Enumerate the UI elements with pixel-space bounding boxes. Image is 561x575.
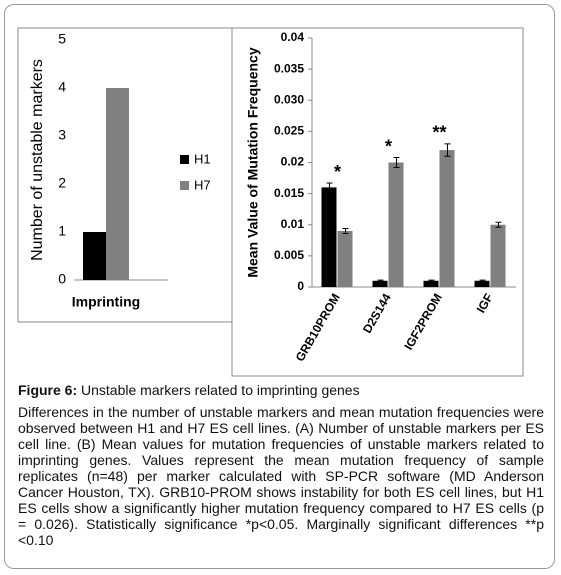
y-tick-label: 0.030 [274,92,304,106]
bar [337,230,353,287]
y-tick-label: 0.02 [281,155,305,169]
y-tick-label: 3 [58,127,66,143]
y-tick-label: 0.035 [274,61,304,75]
legend-label: H7 [194,177,211,192]
bar [388,162,404,287]
y-tick-label: 2 [58,175,66,191]
error-bar [479,279,486,282]
y-tick-label: 0 [58,271,66,287]
y-tick-label: 0.01 [281,217,305,231]
bar [372,280,388,287]
annotation: ** [432,123,446,143]
bar [423,280,439,287]
y-tick-label: 0.015 [274,186,304,200]
bar [83,232,106,280]
error-bar [342,227,349,234]
y-axis-label: Number of unstable markers [29,59,46,261]
caption-label: Figure 6: [18,382,78,398]
error-bar [444,143,451,157]
error-bar [393,157,400,168]
error-bar [326,182,333,193]
panel-b [231,27,524,377]
bar [490,224,506,287]
y-tick-label: 4 [58,79,66,95]
legend-swatch [180,181,189,190]
y-tick-label: 0.04 [281,30,305,44]
bar [321,187,337,287]
x-tick-label: Imprinting [72,294,140,310]
error-bar [495,221,502,228]
y-tick-label: 0 [297,279,304,293]
bar [106,88,129,280]
y-tick-label: 1 [58,223,66,239]
error-bar [428,279,435,282]
figure-frame [4,4,555,569]
legend-swatch [180,155,189,164]
bar [474,280,490,287]
y-axis-label: Mean Value of Mutation Frequency [245,47,261,277]
y-tick-label: 0.005 [274,248,304,262]
annotation: * [334,162,341,182]
y-tick-label: 0.025 [274,124,304,138]
caption-title: Unstable markers related to imprinting g… [81,382,360,398]
caption: Figure 6: Unstable markers related to im… [18,382,544,548]
caption-body: Differences in the number of unstable ma… [18,404,544,548]
bar [439,150,455,287]
error-bar [377,279,384,282]
figure: Number of unstable markers 0 1 2 3 4 5 Imprinti… [17,27,524,377]
y-tick-label: 5 [58,31,66,47]
legend-label: H1 [194,151,211,166]
annotation: * [385,136,392,156]
